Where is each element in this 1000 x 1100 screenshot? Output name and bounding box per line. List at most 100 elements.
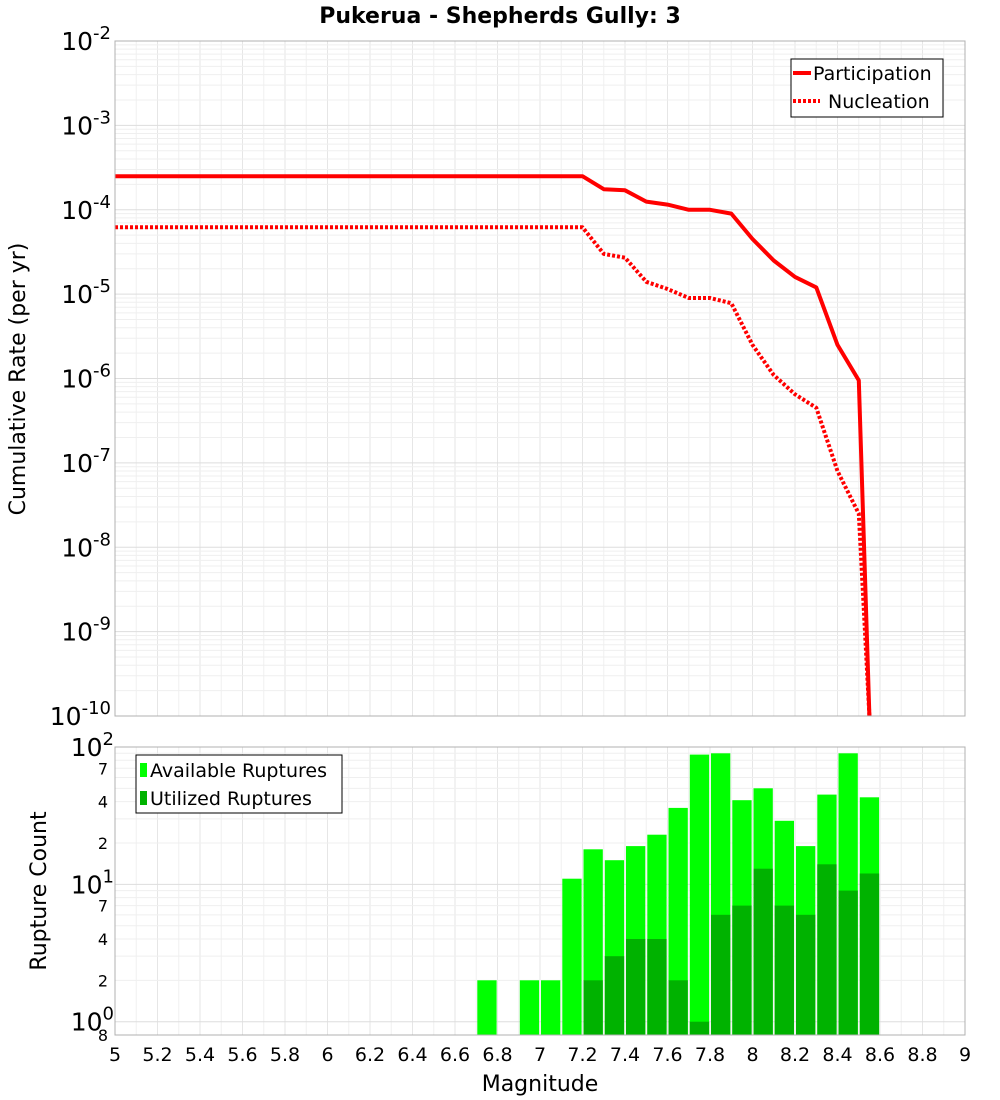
rupture-y-tick-major-base: 10 bbox=[71, 1008, 103, 1037]
rupture-y-tick-major: 100 bbox=[71, 1004, 114, 1037]
rate-y-tick-label-base: 10 bbox=[61, 533, 93, 562]
magnitude-tick-label: 5.6 bbox=[227, 1044, 257, 1066]
magnitude-tick-label: 6 bbox=[321, 1044, 333, 1066]
magnitude-tick-label: 8.6 bbox=[865, 1044, 895, 1066]
magnitude-tick-label: 5.2 bbox=[142, 1044, 172, 1066]
rupture-y-axis-label: Rupture Count bbox=[27, 811, 52, 971]
legend-label-nucleation: Nucleation bbox=[828, 91, 930, 113]
rate-legend-box bbox=[790, 58, 944, 118]
rate-y-tick-label-exp: -10 bbox=[82, 698, 111, 719]
rupture-y-tick-major-exp: 2 bbox=[103, 729, 114, 750]
bar-utilized-ruptures bbox=[626, 939, 646, 1035]
legend-label-utilized: Utilized Ruptures bbox=[150, 788, 312, 810]
chart-title: Pukerua - Shepherds Gully: 3 bbox=[319, 4, 681, 29]
rupture-plot-frame bbox=[114, 746, 966, 1036]
rupture-y-tick-major: 102 bbox=[71, 729, 114, 762]
legend-label-participation: Participation bbox=[813, 63, 932, 85]
bar-utilized-ruptures bbox=[838, 890, 858, 1035]
rate-y-tick-label-base: 10 bbox=[61, 449, 93, 478]
magnitude-tick-label: 8.4 bbox=[822, 1044, 852, 1066]
rate-y-tick-label: 10-7 bbox=[61, 445, 111, 478]
rate-y-tick-label-exp: -8 bbox=[93, 529, 111, 550]
rate-y-tick-label: 10-5 bbox=[61, 276, 111, 309]
rate-y-tick-label-base: 10 bbox=[61, 618, 93, 647]
legend-label-available: Available Ruptures bbox=[150, 760, 327, 782]
magnitude-tick-label: 5.4 bbox=[185, 1044, 215, 1066]
rate-y-tick-label: 10-10 bbox=[50, 698, 111, 731]
rate-y-tick-label: 10-3 bbox=[61, 107, 111, 140]
rate-y-tick-label-exp: -3 bbox=[93, 107, 111, 128]
bar-utilized-ruptures bbox=[753, 868, 773, 1035]
rupture-y-tick-major-exp: 0 bbox=[103, 1004, 114, 1025]
bar-available-ruptures bbox=[541, 980, 561, 1035]
rupture-y-tick-minor: 2 bbox=[98, 834, 108, 853]
magnitude-tick-label: 5 bbox=[109, 1044, 121, 1066]
bar-available-ruptures bbox=[519, 980, 540, 1035]
bar-utilized-ruptures bbox=[583, 980, 603, 1035]
rate-plot-frame bbox=[114, 40, 966, 717]
bar-available-ruptures bbox=[668, 807, 688, 1035]
bar-available-ruptures bbox=[477, 980, 497, 1035]
series-line-participation bbox=[115, 174, 872, 717]
bar-utilized-ruptures bbox=[859, 873, 880, 1035]
rate-y-tick-label: 10-4 bbox=[61, 192, 111, 225]
rupture-legend: Available Ruptures Utilized Ruptures bbox=[135, 754, 343, 814]
rupture-y-tick-major-base: 10 bbox=[71, 870, 103, 899]
bar-available-ruptures bbox=[689, 754, 710, 1035]
rate-y-tick-label-base: 10 bbox=[50, 702, 82, 731]
rate-y-tick-label-exp: -4 bbox=[93, 192, 111, 213]
magnitude-tick-label: 6.2 bbox=[355, 1044, 385, 1066]
magnitude-tick-label: 8 bbox=[746, 1044, 758, 1066]
rate-plot-lines bbox=[115, 174, 872, 717]
rate-y-tick-label: 10-6 bbox=[61, 361, 111, 394]
rate-y-tick-label-exp: -6 bbox=[93, 361, 111, 382]
rate-y-tick-label-base: 10 bbox=[61, 365, 93, 394]
rate-y-tick-label: 10-9 bbox=[61, 614, 111, 647]
rate-y-tick-label-exp: -2 bbox=[93, 23, 111, 44]
rate-legend: Participation Nucleation bbox=[790, 58, 944, 118]
bar-utilized-ruptures bbox=[774, 905, 794, 1035]
series-line-nucleation bbox=[115, 225, 872, 717]
bar-utilized-ruptures bbox=[647, 939, 667, 1035]
magnitude-tick-label: 7.4 bbox=[610, 1044, 640, 1066]
rupture-y-tick-minor: 4 bbox=[98, 930, 108, 949]
magnitude-tick-label: 8.8 bbox=[907, 1044, 937, 1066]
rupture-y-tick-minor: 7 bbox=[98, 759, 108, 778]
rate-y-tick-label-exp: -9 bbox=[93, 614, 111, 635]
magnitude-tick-label: 8.2 bbox=[780, 1044, 810, 1066]
bar-utilized-ruptures bbox=[604, 956, 625, 1035]
magnitude-tick-label: 7.6 bbox=[652, 1044, 682, 1066]
rate-y-tick-label-base: 10 bbox=[61, 27, 93, 56]
rate-y-tick-label-base: 10 bbox=[61, 280, 93, 309]
magnitude-tick-label: 9 bbox=[959, 1044, 971, 1066]
magnitude-axis-label: Magnitude bbox=[482, 1072, 599, 1097]
magnitude-tick-label: 5.8 bbox=[270, 1044, 300, 1066]
rupture-y-tick-major-exp: 1 bbox=[103, 866, 114, 887]
bar-utilized-ruptures bbox=[668, 980, 688, 1035]
rupture-y-tick-minor: 7 bbox=[98, 897, 108, 916]
legend-swatch-available bbox=[140, 763, 147, 777]
rupture-legend-box bbox=[135, 754, 343, 814]
bar-utilized-ruptures bbox=[689, 1021, 710, 1035]
magnitude-tick-label: 7.8 bbox=[695, 1044, 725, 1066]
rate-y-tick-label-base: 10 bbox=[61, 111, 93, 140]
rate-y-tick-label-exp: -7 bbox=[93, 445, 111, 466]
bar-utilized-ruptures bbox=[732, 905, 752, 1035]
magnitude-tick-label: 7 bbox=[534, 1044, 546, 1066]
rupture-bars bbox=[477, 753, 880, 1035]
magnitude-tick-label: 6.6 bbox=[440, 1044, 470, 1066]
magnitude-tick-label: 7.2 bbox=[567, 1044, 597, 1066]
rate-y-axis-label: Cumulative Rate (per yr) bbox=[6, 243, 31, 516]
rupture-y-tick-minor: 2 bbox=[98, 971, 108, 990]
rate-y-tick-label-exp: -5 bbox=[93, 276, 111, 297]
rupture-y-tick-major: 101 bbox=[71, 866, 114, 899]
magnitude-tick-label: 6.4 bbox=[397, 1044, 427, 1066]
bar-utilized-ruptures bbox=[796, 914, 816, 1035]
rupture-y-tick-minor: 4 bbox=[98, 793, 108, 812]
